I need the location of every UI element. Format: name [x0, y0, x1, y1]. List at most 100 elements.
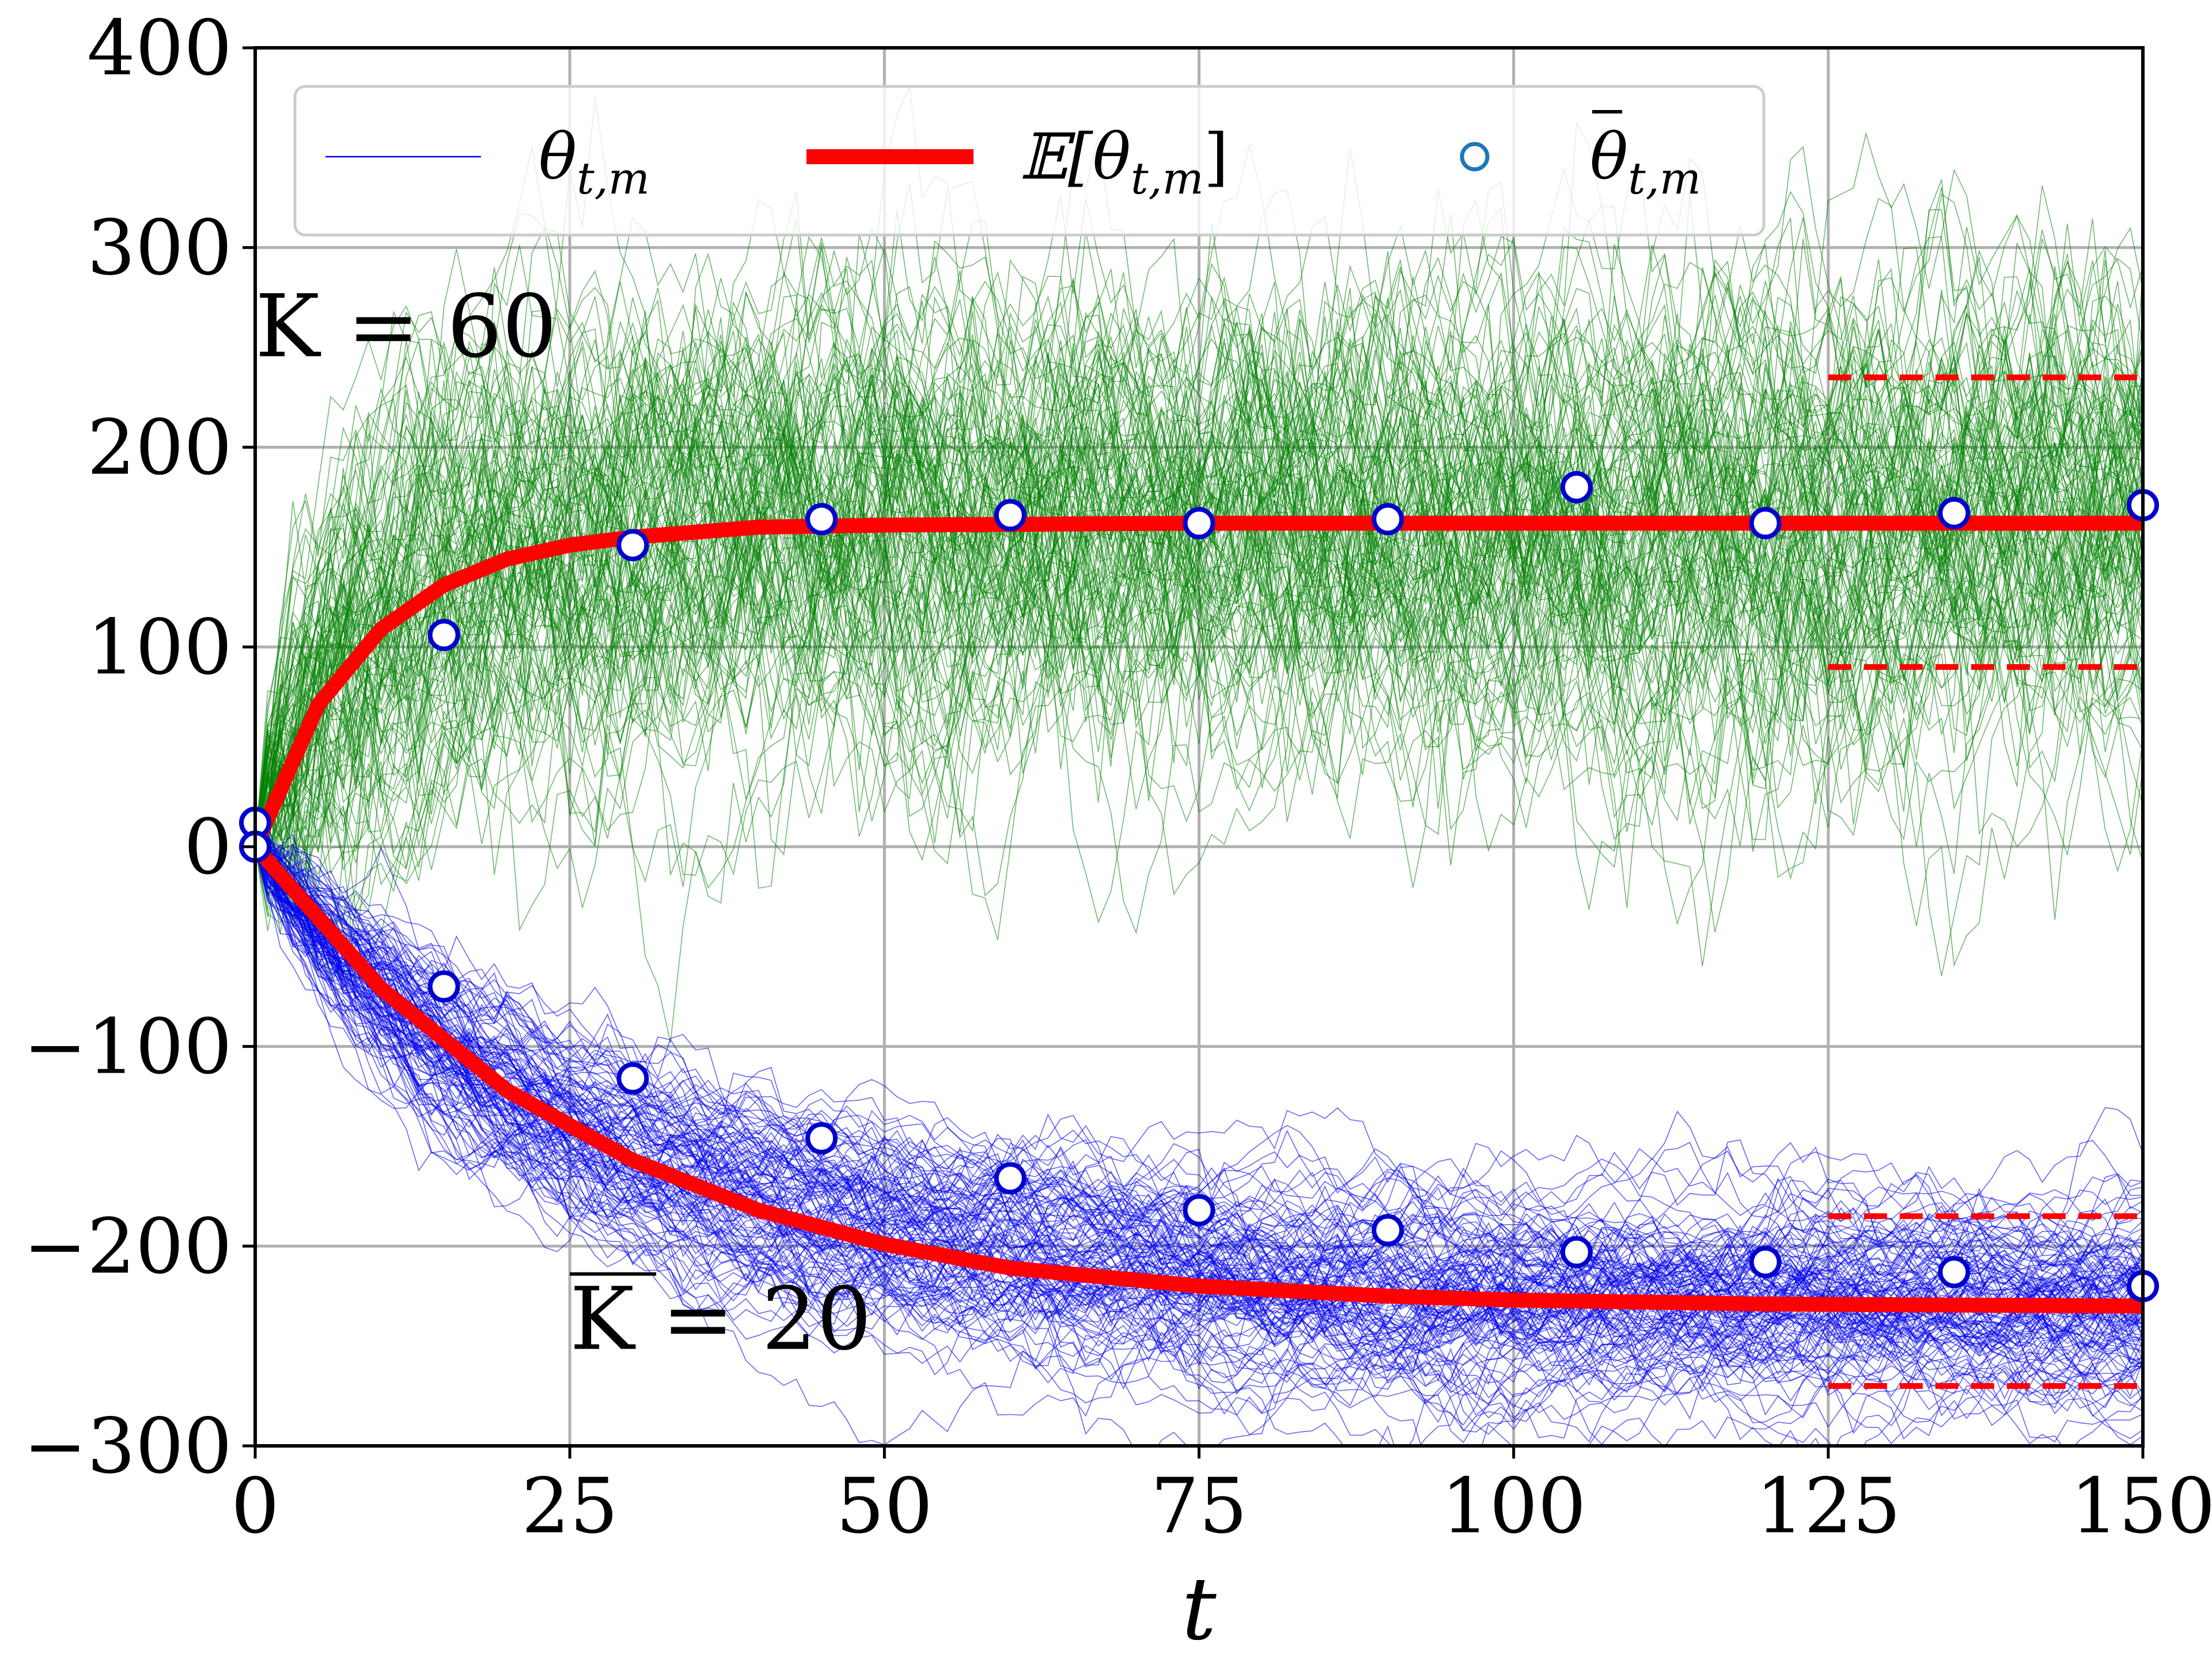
sample-path [255, 846, 2143, 1374]
sample-path [255, 846, 2143, 1334]
sample-path [255, 846, 2143, 1345]
y-tick-label: 200 [87, 403, 232, 492]
sample-path [255, 272, 2143, 924]
empirical-mean-marker [1749, 1246, 1782, 1279]
empirical-mean-markers [239, 471, 2159, 1302]
sample-path [255, 844, 2143, 1331]
sample-path [255, 187, 2143, 878]
legend-label: 𝔼[θt,m] [1020, 120, 1229, 204]
sample-path [255, 181, 2143, 851]
sample-path [255, 846, 2143, 1365]
sample-path [255, 294, 2143, 847]
sample-path [255, 215, 2143, 967]
sample-path [255, 846, 2143, 1394]
expectation-curve [255, 839, 2143, 1314]
empirical-mean-marker [1183, 1194, 1215, 1226]
empirical-mean-marker [994, 499, 1027, 532]
sample-path [255, 846, 2143, 1357]
sample-path [255, 340, 2143, 847]
sample-path [255, 214, 2143, 865]
sample-path [255, 179, 2143, 847]
x-tick-label: 25 [521, 1462, 618, 1551]
x-tick-label: 100 [1441, 1462, 1586, 1551]
sample-path [255, 846, 2143, 1446]
sample-path [255, 146, 2143, 847]
sample-path [255, 263, 2143, 847]
sample-path [255, 256, 2143, 977]
empirical-mean-marker [1372, 503, 1404, 536]
x-axis-label: t [1181, 1559, 1217, 1659]
sample-path [255, 308, 2143, 847]
sample-path [255, 846, 2143, 1327]
sample-path [255, 846, 2143, 1402]
empirical-mean-marker [1560, 471, 1593, 503]
sample-path [255, 304, 2143, 848]
legend: θt,m 𝔼[θt,m] θt,m [293, 85, 1766, 237]
sample-path [255, 846, 2143, 1404]
expectation-curve [255, 516, 2143, 854]
sample-path [255, 313, 2143, 847]
legend-handle-mean [1460, 142, 1490, 172]
sample-path [255, 320, 2143, 897]
annotations: K = 60 K = 20 [255, 276, 872, 1369]
sample-path [255, 846, 2143, 1347]
axis-ticks: 0 25 50 75 100 125 150 −300 −200 −100 0 100 200 300 40… [23, 4, 2212, 1551]
sample-path [255, 846, 2143, 1446]
empirical-mean-marker [805, 503, 838, 536]
y-tick-label: 300 [87, 204, 232, 293]
sample-path [255, 224, 2143, 854]
sample-path [255, 231, 2143, 922]
sample-path [255, 189, 2143, 847]
sample-path [255, 846, 2143, 1351]
y-tick-label: 400 [87, 4, 232, 93]
x-tick-label: 125 [1756, 1462, 1901, 1551]
empirical-mean-marker [994, 1162, 1027, 1195]
empirical-mean-marker [427, 619, 460, 652]
annotation-label: K = 20 [570, 1270, 872, 1370]
empirical-mean-marker [1938, 1256, 1971, 1289]
sample-path [255, 309, 2143, 897]
sample-path [255, 226, 2143, 934]
empirical-mean-marker [616, 529, 649, 562]
sample-path [255, 310, 2143, 908]
sample-path [255, 846, 2143, 1332]
sample-path [255, 236, 2143, 847]
sample-path [255, 279, 2143, 926]
sample-path [255, 144, 2143, 911]
sample-path [255, 318, 2143, 926]
sample-path [255, 320, 2143, 976]
legend-label: θt,m [539, 120, 650, 204]
legend-label: θt,m [1590, 120, 1701, 204]
sample-path [255, 838, 2143, 1404]
x-tick-label: 0 [231, 1462, 279, 1551]
stationary-bands [1828, 374, 2143, 1389]
empirical-mean-marker [1938, 497, 1971, 529]
annotation-label: K = 60 [255, 276, 557, 377]
empirical-mean-marker [805, 1122, 838, 1155]
sample-path [255, 165, 2143, 931]
empirical-mean-marker [1560, 1236, 1593, 1268]
empirical-mean-marker [1372, 1214, 1404, 1247]
expectation-curves [255, 516, 2143, 1314]
sample-path [255, 846, 2143, 1446]
x-tick-label: 75 [1151, 1462, 1248, 1551]
y-tick-label: −200 [23, 1202, 232, 1291]
sample-path [255, 846, 2143, 1342]
y-tick-label: −300 [23, 1402, 232, 1491]
sample-path [255, 241, 2143, 989]
y-tick-label: 0 [184, 803, 232, 892]
sample-path [255, 260, 2143, 859]
x-tick-label: 150 [2070, 1462, 2212, 1551]
legend-box [293, 85, 1766, 237]
sample-path [255, 275, 2143, 867]
sample-path [255, 846, 2143, 1282]
x-tick-label: 50 [836, 1462, 933, 1551]
sample-path [255, 344, 2143, 889]
y-tick-label: −100 [23, 1003, 232, 1092]
sample-path [255, 330, 2143, 889]
sample-path [255, 846, 2143, 1343]
sample-path [255, 309, 2143, 847]
sample-path [255, 846, 2143, 1379]
y-tick-label: 100 [87, 603, 232, 692]
